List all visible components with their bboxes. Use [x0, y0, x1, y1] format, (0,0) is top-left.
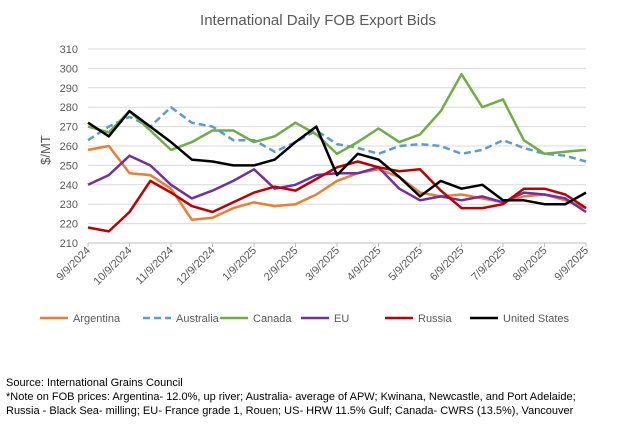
x-tick-label: 6/9/2025: [428, 245, 467, 284]
y-tick-label: 270: [60, 122, 78, 134]
legend-label: Canada: [253, 313, 292, 325]
legend-item: Argentina: [40, 313, 121, 325]
legend-label: Argentina: [73, 313, 121, 325]
legend-label: EU: [334, 313, 349, 325]
x-tick-label: 12/9/2024: [175, 245, 218, 288]
x-tick-label: 7/9/2025: [469, 245, 508, 284]
x-tick-label: 10/9/2024: [92, 245, 135, 288]
y-tick-label: 250: [60, 160, 78, 172]
legend-item: EU: [301, 313, 349, 325]
series-line-argentina: [87, 144, 587, 221]
x-tick-label: 11/9/2024: [134, 245, 177, 288]
y-tick-label: 300: [60, 63, 78, 75]
x-tick-label: 9/9/2024: [54, 245, 93, 284]
x-tick-label: 4/9/2025: [345, 245, 384, 284]
source-text: Source: International Grains Council: [6, 377, 183, 389]
series-line-russia: [87, 160, 587, 233]
y-tick-label: 280: [60, 102, 78, 114]
x-tick-label: 9/9/2025: [552, 245, 591, 284]
y-tick-label: 290: [60, 83, 78, 95]
y-tick-label: 240: [60, 180, 78, 192]
legend-item: United States: [470, 313, 570, 325]
legend-label: Russia: [418, 313, 453, 325]
y-tick-label: 230: [60, 199, 78, 211]
y-tick-label: 210: [60, 238, 78, 250]
series-line-canada: [87, 72, 587, 156]
x-tick-label: 2/9/2025: [262, 245, 301, 284]
series-line-united-states: [87, 109, 587, 206]
y-tick-label: 260: [60, 141, 78, 153]
x-tick-label: 5/9/2025: [386, 245, 425, 284]
line-chart: International Daily FOB Export Bids $/MT…: [38, 12, 591, 325]
x-tick-label: 1/9/2025: [220, 245, 259, 284]
legend-label: Australia: [176, 313, 220, 325]
note-line-1: *Note on FOB prices: Argentina- 12.0%, u…: [6, 391, 576, 403]
series-line-australia: [87, 105, 587, 163]
legend-label: United States: [503, 313, 570, 325]
legend-item: Australia: [143, 313, 220, 325]
legend-item: Canada: [220, 313, 292, 325]
x-tick-label: 8/9/2025: [511, 245, 550, 284]
legend-item: Russia: [385, 313, 453, 325]
notes: Source: International Grains Council *No…: [6, 376, 576, 418]
note-line-2: Russia - Black Sea- milling; EU- France …: [6, 405, 574, 417]
y-tick-label: 220: [60, 219, 78, 231]
chart-title: International Daily FOB Export Bids: [200, 12, 436, 29]
y-tick-label: 310: [60, 44, 78, 56]
y-axis-label: $/MT: [38, 135, 53, 165]
x-tick-label: 3/9/2025: [303, 245, 342, 284]
